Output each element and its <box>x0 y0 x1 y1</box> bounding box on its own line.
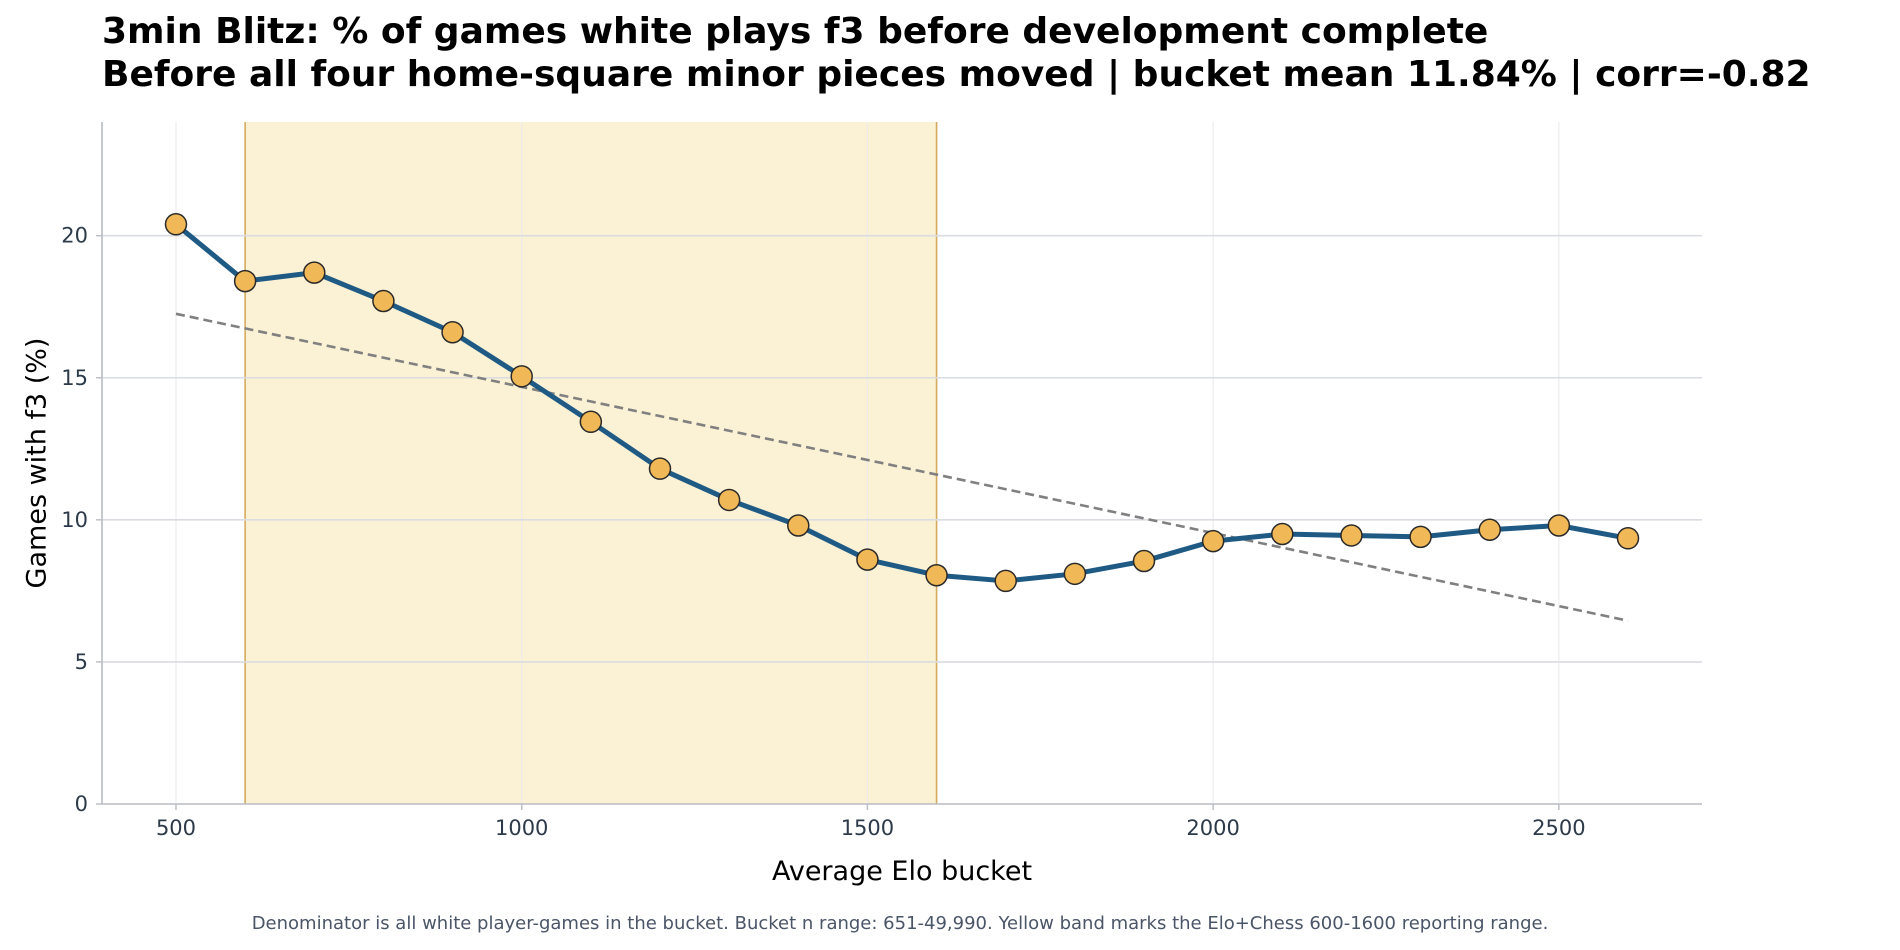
trend-line <box>175 312 1629 622</box>
series-group <box>164 213 1640 593</box>
y-tick-label-20: 20 <box>61 224 88 248</box>
data-point-2200 <box>1340 524 1363 547</box>
x-tick-label-1000: 1000 <box>495 816 548 840</box>
chart-title: 3min Blitz: % of games white plays f3 be… <box>102 10 1811 96</box>
data-point-1600 <box>925 563 948 587</box>
x-tick-label-2000: 2000 <box>1186 816 1239 840</box>
trend-line-group <box>175 312 1629 622</box>
data-point-1800 <box>1063 562 1087 586</box>
data-point-2300 <box>1409 525 1432 549</box>
data-point-1000 <box>510 365 533 388</box>
y-tick-label-10: 10 <box>61 508 88 532</box>
y-axis-label: Games with f3 (%) <box>22 338 53 589</box>
data-point-1100 <box>579 410 603 434</box>
x-tick-label-500: 500 <box>156 816 196 840</box>
band-fill <box>245 122 937 804</box>
x-tick-label-1500: 1500 <box>841 816 894 840</box>
line-chart: 500 1000 1500 2000 2500 0 5 10 15 20 Average Elo … <box>22 122 1702 887</box>
data-point-1700 <box>994 569 1017 593</box>
gridlines <box>102 122 1702 804</box>
x-axis-label: Average Elo bucket <box>772 856 1032 887</box>
data-point-1300 <box>717 488 741 512</box>
data-point-1900 <box>1132 549 1156 573</box>
y-tick-label-15: 15 <box>61 366 88 390</box>
reporting-band <box>244 122 938 804</box>
data-point-2500 <box>1547 514 1571 537</box>
data-point-900 <box>441 321 464 344</box>
x-tick-label-2500: 2500 <box>1532 816 1585 840</box>
y-tick-label-5: 5 <box>75 650 88 674</box>
data-point-1500 <box>856 548 879 571</box>
data-point-500 <box>164 213 188 236</box>
data-point-2400 <box>1478 518 1501 542</box>
data-point-1400 <box>787 514 810 537</box>
data-point-2000 <box>1201 529 1225 553</box>
tick-labels: 500 1000 1500 2000 2500 0 5 10 15 20 <box>61 224 1585 840</box>
data-point-2600 <box>1616 527 1640 550</box>
data-point-800 <box>372 289 395 313</box>
data-point-600 <box>233 269 257 293</box>
data-point-1200 <box>648 457 672 480</box>
footnote: Denominator is all white player-games in… <box>251 913 1549 934</box>
y-tick-label-0: 0 <box>75 792 88 816</box>
series-line-0 <box>173 221 1631 584</box>
data-point-2100 <box>1271 522 1294 546</box>
title-line-2: Before all four home-square minor pieces… <box>102 54 1811 95</box>
title-line-1: 3min Blitz: % of games white plays f3 be… <box>102 11 1489 52</box>
data-point-700 <box>303 261 326 284</box>
